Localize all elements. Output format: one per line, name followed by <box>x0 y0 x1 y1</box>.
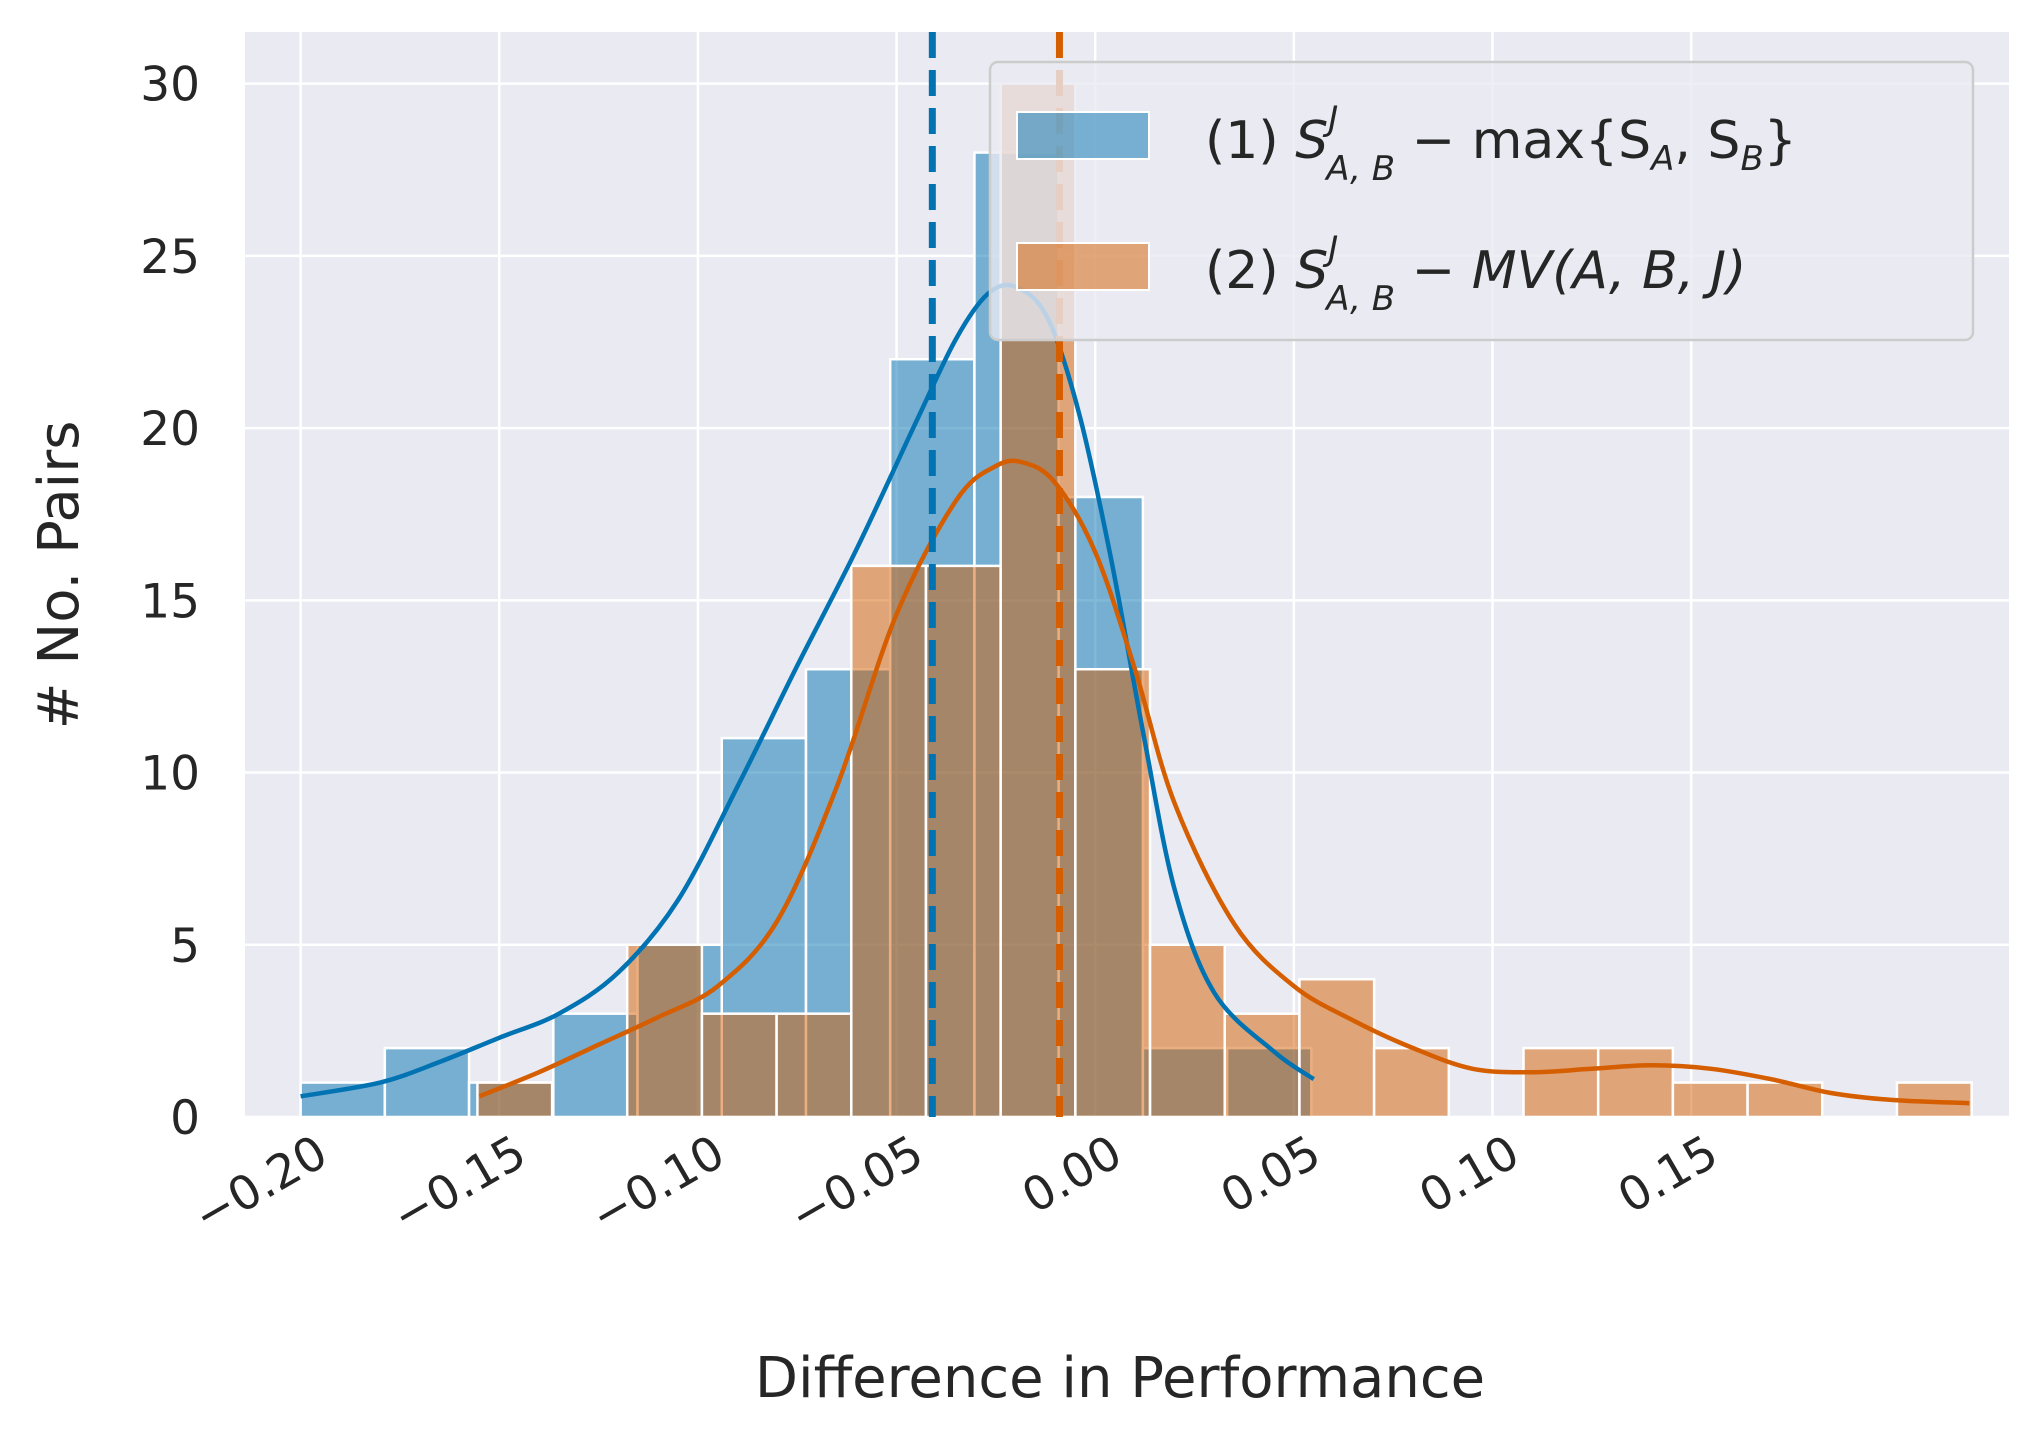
legend-1-end: } <box>1764 111 1797 171</box>
legend-1-sub3: B <box>1740 139 1763 179</box>
y-tick-label-1: 5 <box>170 919 200 974</box>
bar-series-2-bin-4 <box>850 564 928 1119</box>
legend-2-s: S <box>1295 241 1328 301</box>
bar-series-2-bin-3 <box>775 1012 853 1119</box>
kde-curves <box>300 282 1970 1106</box>
bar-series-2-bin-2 <box>700 1012 778 1119</box>
bar-series-1-bin-1 <box>383 1046 471 1119</box>
legend-1-s: S <box>1295 111 1328 171</box>
y-tick-label-4: 20 <box>140 402 200 457</box>
bar-series-2-bin-10 <box>1298 977 1376 1119</box>
bar-series-2-bin-5 <box>924 564 1002 1119</box>
bar-series-2-bin-7 <box>1074 667 1152 1119</box>
y-tick-label-0: 0 <box>170 1091 200 1146</box>
y-axis-title: # No. Pairs <box>27 421 92 730</box>
bar-series-2-bin-12 <box>1522 1046 1600 1119</box>
x-tick-label-7: 0.15 <box>1609 1125 1727 1225</box>
x-axis-title: Difference in Performance <box>755 1346 1485 1411</box>
legend-2-rest: − MV(A, B, J) <box>1395 241 1746 301</box>
x-tick-label-3: −0.05 <box>780 1125 932 1245</box>
legend-1-rest: − max{S <box>1395 111 1651 171</box>
bar-series-2-bin-9 <box>1223 1012 1301 1119</box>
legend-1-prefix: (1) <box>1205 111 1295 171</box>
legend-label-series-1: (1) SJ A, B − max{SA, SB} <box>1205 99 1797 189</box>
y-tick-label-2: 10 <box>140 747 200 802</box>
x-tick-label-5: 0.05 <box>1212 1125 1330 1225</box>
legend-box <box>988 60 1975 342</box>
bar-series-1-bin-3 <box>552 1012 639 1119</box>
kde-curve-series-2 <box>478 458 1970 1106</box>
bar-series-2-bin-13 <box>1596 1046 1675 1119</box>
y-tick-labels: 0 5 10 15 20 25 30 <box>140 58 200 1146</box>
legend-1-mid: , S <box>1674 111 1740 171</box>
legend-1-sub: A, B <box>1324 149 1395 189</box>
x-tick-label-2: −0.10 <box>582 1125 734 1245</box>
legend-1-sub2: A <box>1649 139 1674 179</box>
bar-series-2-bin-8 <box>1148 943 1226 1119</box>
legend-2-sub: A, B <box>1324 279 1395 319</box>
bar-series-2-bin-1 <box>625 943 704 1119</box>
y-tick-label-3: 15 <box>140 574 200 629</box>
legend-swatch-series-2 <box>1016 242 1150 291</box>
x-tick-label-6: 0.10 <box>1410 1125 1528 1225</box>
legend-swatch-series-1 <box>1016 111 1150 160</box>
bar-series-2-bin-14 <box>1671 1081 1749 1119</box>
kde-curve-series-1 <box>300 282 1315 1099</box>
legend-2-prefix: (2) <box>1205 241 1295 301</box>
legend: (1) SJ A, B − max{SA, SB} (2) SJ A, B − MV… <box>988 60 1975 342</box>
y-tick-label-5: 25 <box>140 230 200 285</box>
legend-label-series-2: (2) SJ A, B − MV(A, B, J) <box>1205 229 1746 319</box>
histogram-bars <box>299 82 1973 1119</box>
x-tick-labels: −0.20 −0.15 −0.10 −0.05 0.00 0.05 0.10 0.15 <box>184 1125 1727 1245</box>
x-tick-label-4: 0.00 <box>1013 1125 1131 1225</box>
bar-series-2-bin-0 <box>476 1081 554 1119</box>
x-tick-label-0: −0.20 <box>184 1125 336 1245</box>
y-tick-label-6: 30 <box>140 58 200 113</box>
mean-lines <box>928 32 1063 1117</box>
x-tick-label-1: −0.15 <box>383 1125 535 1245</box>
